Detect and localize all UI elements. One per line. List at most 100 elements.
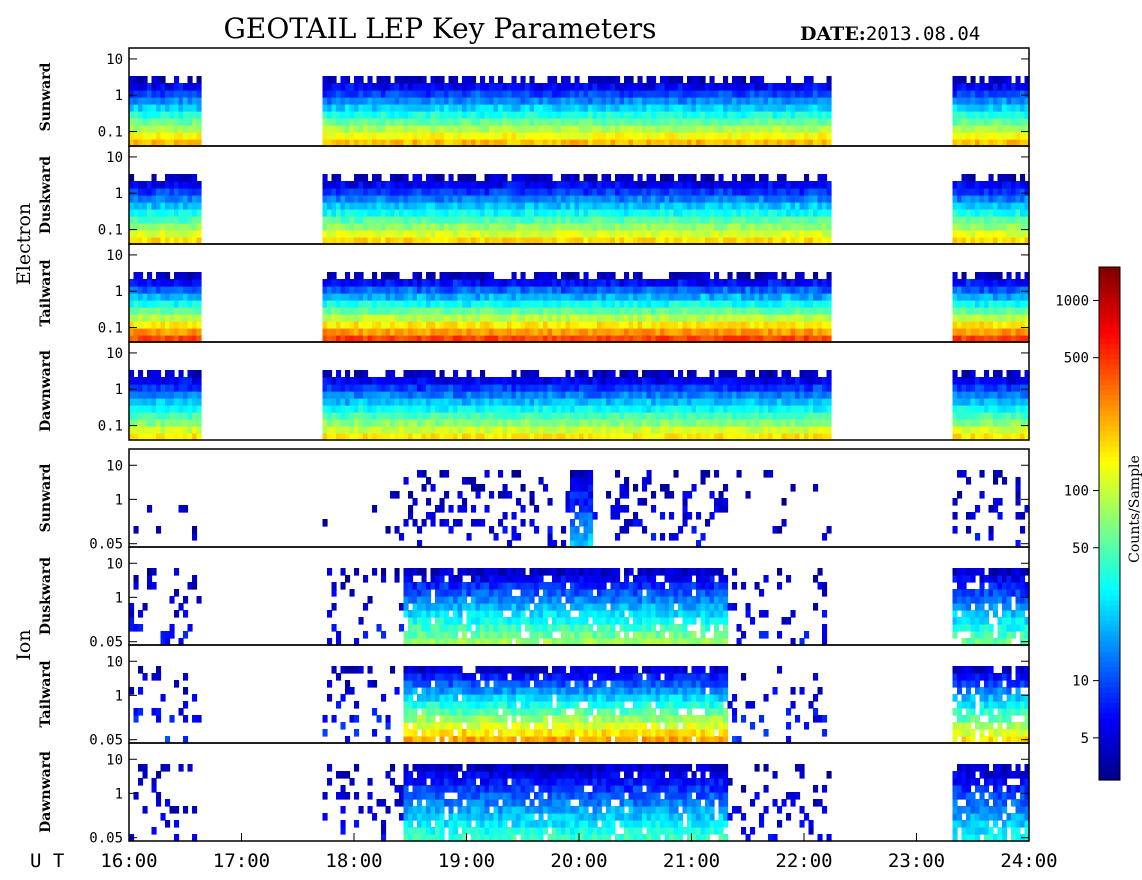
- spectrogram-cell: [538, 307, 544, 315]
- spectrogram-cell: [768, 118, 774, 126]
- spectrogram-cell: [471, 237, 477, 245]
- spectrogram-cell: [529, 328, 535, 336]
- spectrogram-cell: [732, 118, 738, 126]
- spectrogram-cell: [799, 118, 805, 126]
- spectrogram-cell: [606, 433, 612, 441]
- spectrogram-cell: [777, 279, 783, 287]
- spectrogram-cell: [516, 377, 522, 385]
- spectrogram-cell: [417, 335, 423, 343]
- spectrogram-cell: [183, 195, 189, 203]
- spectrogram-cell: [453, 230, 459, 238]
- spectrogram-cell: [768, 230, 774, 238]
- spectrogram-cell: [471, 90, 477, 98]
- spectrogram-cell: [556, 83, 562, 91]
- spectrogram-cell: [520, 279, 526, 287]
- spectrogram-cell: [633, 195, 639, 203]
- spectrogram-cell: [736, 216, 742, 224]
- spectrogram-cell: [453, 132, 459, 140]
- spectrogram-cell: [129, 188, 135, 196]
- spectrogram-cell: [138, 370, 144, 378]
- spectrogram-cell: [138, 216, 144, 224]
- spectrogram-cell: [484, 223, 490, 231]
- spectrogram-cell: [709, 335, 715, 343]
- spectrogram-cell: [178, 279, 184, 287]
- spectrogram-cell: [183, 391, 189, 399]
- spectrogram-cell: [988, 174, 994, 182]
- spectrogram-cell: [988, 125, 994, 133]
- spectrogram-cell: [565, 195, 571, 203]
- spectrogram-cell: [651, 97, 657, 105]
- spectrogram-cell: [610, 321, 616, 329]
- spectrogram-cell: [358, 433, 364, 441]
- spectrogram-cell: [363, 426, 369, 434]
- spectrogram-cell: [606, 181, 612, 189]
- spectrogram-cell: [178, 335, 184, 343]
- spectrogram-cell: [786, 83, 792, 91]
- spectrogram-cell: [997, 97, 1003, 105]
- spectrogram-cell: [597, 209, 603, 217]
- spectrogram-cell: [655, 125, 661, 133]
- spectrogram-cell: [736, 111, 742, 119]
- spectrogram-cell: [516, 237, 522, 245]
- spectrogram-cell: [511, 104, 517, 112]
- spectrogram-cell: [799, 83, 805, 91]
- spectrogram-cell: [462, 391, 468, 399]
- spectrogram-cell: [610, 433, 616, 441]
- spectrogram-cell: [673, 230, 679, 238]
- spectrogram-cell: [367, 384, 373, 392]
- spectrogram-cell: [588, 195, 594, 203]
- spectrogram-cell: [705, 132, 711, 140]
- spectrogram-cell: [372, 132, 378, 140]
- spectrogram-cell: [1006, 216, 1012, 224]
- spectrogram-cell: [696, 209, 702, 217]
- spectrogram-cell: [808, 195, 814, 203]
- spectrogram-cell: [174, 118, 180, 126]
- spectrogram-cell: [439, 216, 445, 224]
- spectrogram-cell: [795, 118, 801, 126]
- spectrogram-cell: [777, 314, 783, 322]
- spectrogram-cell: [484, 405, 490, 413]
- spectrogram-cell: [1011, 314, 1017, 322]
- spectrogram-cell: [619, 335, 625, 343]
- spectrogram-cell: [358, 286, 364, 294]
- spectrogram-cell: [583, 370, 589, 378]
- spectrogram-cell: [813, 293, 819, 301]
- spectrogram-cell: [678, 272, 684, 280]
- spectrogram-cell: [759, 293, 765, 301]
- spectrogram-cell: [732, 328, 738, 336]
- spectrogram-cell: [484, 139, 490, 147]
- spectrogram-cell: [390, 314, 396, 322]
- spectrogram-cell: [574, 433, 580, 441]
- panel-electron-duskward: [129, 174, 1030, 245]
- spectrogram-cell: [754, 76, 760, 84]
- spectrogram-cell: [592, 216, 598, 224]
- spectrogram-cell: [169, 433, 175, 441]
- spectrogram-cell: [354, 139, 360, 147]
- spectrogram-cell: [448, 335, 454, 343]
- spectrogram-cell: [669, 76, 675, 84]
- spectrogram-cell: [597, 377, 603, 385]
- spectrogram-cell: [439, 384, 445, 392]
- spectrogram-cell: [1002, 83, 1008, 91]
- spectrogram-cell: [394, 272, 400, 280]
- spectrogram-cell: [471, 125, 477, 133]
- spectrogram-cell: [975, 328, 981, 336]
- spectrogram-cell: [759, 202, 765, 210]
- spectrogram-cell: [691, 181, 697, 189]
- spectrogram-cell: [547, 216, 553, 224]
- spectrogram-cell: [466, 433, 472, 441]
- spectrogram-cell: [957, 209, 963, 217]
- spectrogram-cell: [997, 83, 1003, 91]
- spectrogram-cell: [156, 181, 162, 189]
- spectrogram-cell: [552, 391, 558, 399]
- spectrogram-cell: [588, 412, 594, 420]
- spectrogram-cell: [340, 405, 346, 413]
- spectrogram-cell: [381, 321, 387, 329]
- spectrogram-cell: [142, 90, 148, 98]
- spectrogram-cell: [196, 314, 202, 322]
- spectrogram-cell: [529, 139, 535, 147]
- spectrogram-cell: [133, 321, 139, 329]
- spectrogram-cell: [376, 118, 382, 126]
- spectrogram-cell: [759, 321, 765, 329]
- spectrogram-cell: [804, 279, 810, 287]
